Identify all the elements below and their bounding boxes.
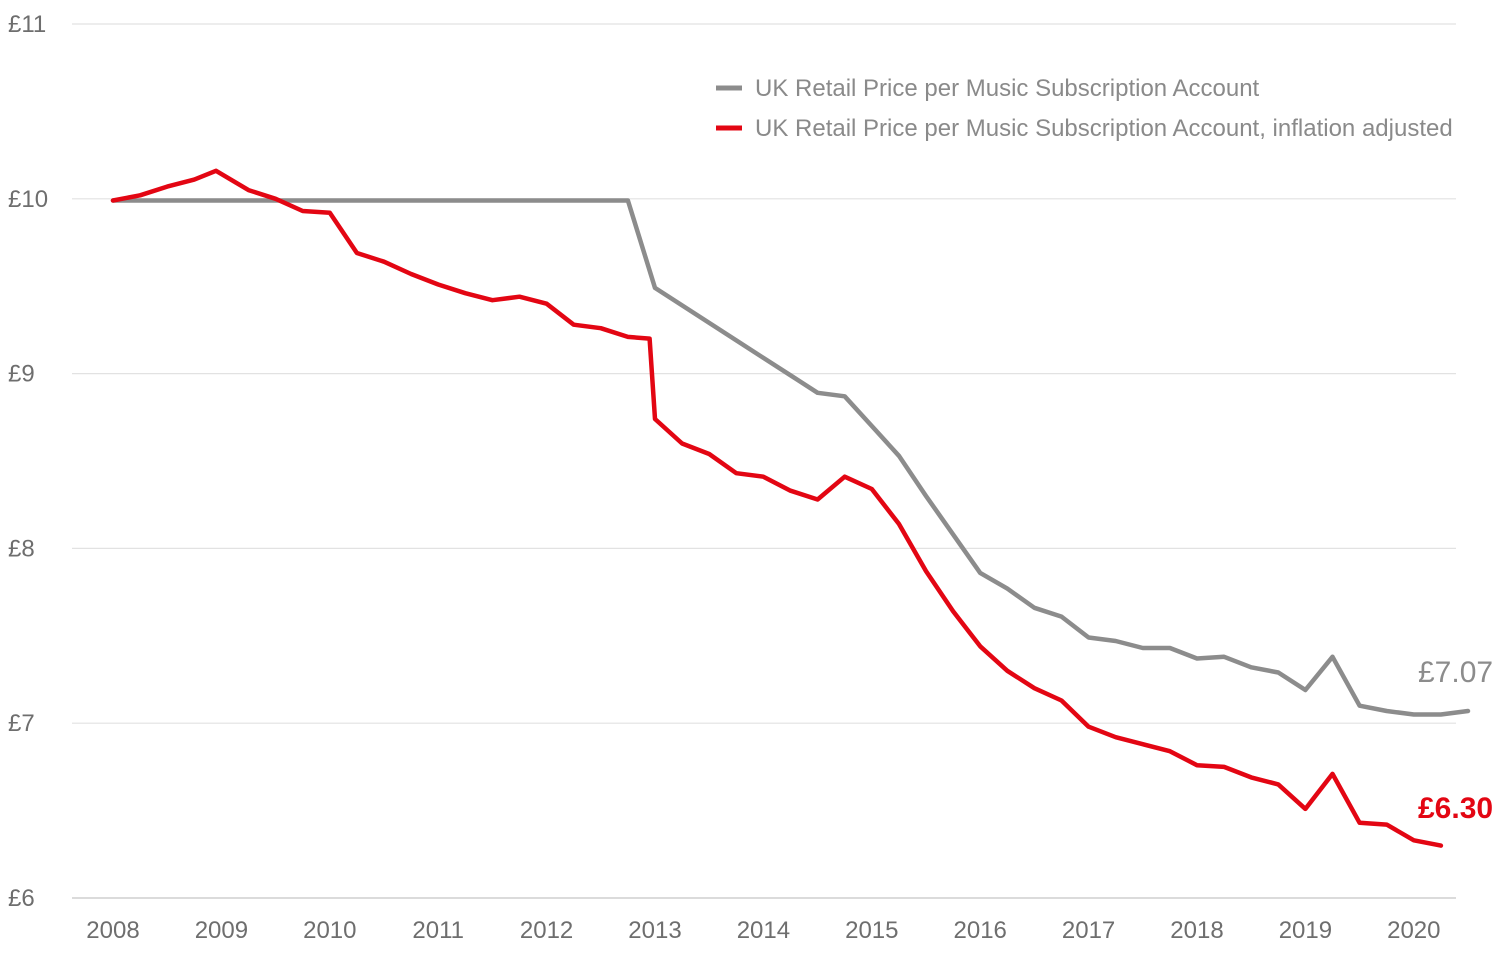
x-tick-label: 2014 xyxy=(737,917,790,944)
x-tick-label: 2009 xyxy=(195,917,248,944)
x-tick-label: 2011 xyxy=(412,917,464,944)
series-line-1 xyxy=(110,198,1471,717)
y-axis: £6 £7 £8 £9 £10 £11 xyxy=(8,11,48,912)
x-tick-label: 2020 xyxy=(1387,917,1440,944)
end-labels: £7.07 £6.30 xyxy=(1418,656,1493,825)
x-tick-label: 2017 xyxy=(1062,917,1115,944)
y-tick-label: £7 xyxy=(8,710,35,737)
x-tick-label: 2018 xyxy=(1170,917,1223,944)
series-lines xyxy=(110,168,1471,848)
x-tick-label: 2013 xyxy=(628,917,681,944)
x-tick-label: 2008 xyxy=(86,917,139,944)
y-tick-label: £10 xyxy=(8,186,48,213)
legend-label-1: UK Retail Price per Music Subscription A… xyxy=(755,75,1260,102)
x-tick-label: 2019 xyxy=(1279,917,1332,944)
series-line-2 xyxy=(110,168,1444,848)
x-tick-label: 2016 xyxy=(954,917,1007,944)
x-tick-label: 2012 xyxy=(520,917,573,944)
y-tick-label: £9 xyxy=(8,361,35,388)
legend: UK Retail Price per Music Subscription A… xyxy=(716,75,1453,142)
x-tick-label: 2010 xyxy=(303,917,356,944)
y-tick-label: £8 xyxy=(8,535,35,562)
end-value-label-1: £7.07 xyxy=(1418,656,1493,689)
end-value-label-2: £6.30 xyxy=(1418,792,1493,825)
x-axis: 2008 2009 2010 2011 2012 2013 2014 2015 2016 2017… xyxy=(86,917,1440,944)
x-tick-label: 2015 xyxy=(845,917,898,944)
y-tick-label: £6 xyxy=(8,885,35,912)
y-tick-label: £11 xyxy=(8,11,46,38)
legend-label-2: UK Retail Price per Music Subscription A… xyxy=(755,115,1453,142)
